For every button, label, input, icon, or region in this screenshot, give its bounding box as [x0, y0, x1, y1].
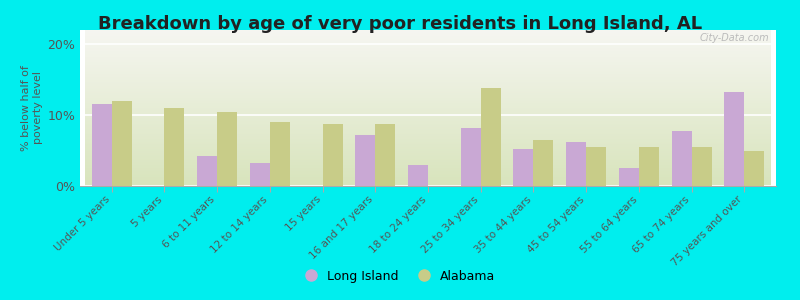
Bar	[164, 108, 184, 186]
Bar	[197, 156, 217, 186]
Bar	[375, 124, 395, 186]
Bar	[92, 104, 112, 186]
Bar	[461, 128, 481, 186]
Bar	[744, 151, 765, 186]
Text: City-Data.com: City-Data.com	[699, 33, 769, 43]
Bar	[322, 124, 342, 186]
Bar	[481, 88, 501, 186]
Text: Breakdown by age of very poor residents in Long Island, AL: Breakdown by age of very poor residents …	[98, 15, 702, 33]
Bar	[619, 168, 639, 186]
Bar	[566, 142, 586, 186]
Bar	[112, 101, 132, 186]
Bar	[408, 165, 428, 186]
Bar	[639, 147, 659, 186]
Bar	[724, 92, 744, 186]
Bar	[250, 163, 270, 186]
Bar	[217, 112, 237, 186]
Bar	[672, 131, 692, 186]
Bar	[692, 147, 712, 186]
Bar	[514, 149, 534, 186]
Bar	[586, 147, 606, 186]
Y-axis label: % below half of
poverty level: % below half of poverty level	[22, 65, 43, 151]
Bar	[355, 135, 375, 186]
Bar	[534, 140, 554, 186]
Bar	[270, 122, 290, 186]
Legend: Long Island, Alabama: Long Island, Alabama	[300, 265, 500, 288]
